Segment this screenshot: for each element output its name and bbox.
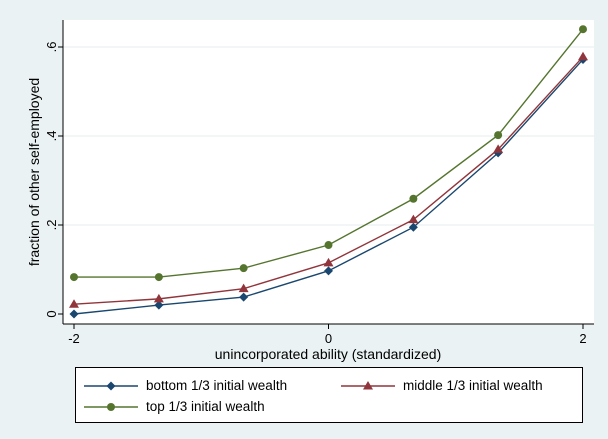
data-point-triangle [238, 283, 249, 293]
legend-label: middle 1/3 initial wealth [403, 378, 543, 393]
data-point-circle [409, 194, 418, 203]
data-point-diamond [106, 381, 116, 390]
data-point-circle [239, 264, 248, 273]
gridlines [63, 46, 594, 226]
data-point-triangle [323, 257, 334, 267]
data-point-circle [494, 131, 503, 140]
data-point-diamond [408, 222, 418, 232]
plot-area [63, 20, 594, 324]
data-point-circle [154, 273, 163, 282]
x-tick-label: 0 [325, 331, 332, 346]
data-point-diamond [154, 300, 164, 310]
legend-swatch [341, 380, 395, 389]
x-axis-label: unincorporated ability (standardized) [215, 346, 441, 362]
data-point-diamond [69, 309, 79, 319]
y-tick-label: .6 [44, 42, 59, 53]
series-3 [70, 25, 587, 282]
data-point-circle [579, 25, 587, 34]
x-tick-label: -2 [68, 331, 80, 346]
y-tick-label: .2 [44, 220, 59, 231]
legend-entry: top 1/3 initial wealth [84, 399, 265, 414]
legend-swatch [84, 402, 138, 411]
axes: 0 .2 .4 .6 -2 0 2 [44, 20, 594, 346]
data-point-circle [324, 241, 333, 250]
legend-label: bottom 1/3 initial wealth [146, 378, 288, 393]
data-point-triangle [363, 380, 373, 389]
data-point-triangle [578, 51, 588, 61]
y-axis-label: fraction of other self-employed [26, 78, 42, 266]
data-point-diamond [324, 266, 333, 276]
data-point-diamond [239, 292, 249, 302]
data-point-triangle [69, 299, 79, 308]
data-point-circle [107, 402, 115, 411]
data-point-triangle [493, 144, 504, 153]
y-tick-label: .4 [44, 131, 59, 142]
y-tick-label: 0 [44, 310, 59, 317]
data-point-triangle [153, 293, 164, 303]
legend-swatch [84, 381, 138, 390]
series-layer [69, 25, 588, 319]
legend-entry: bottom 1/3 initial wealth [84, 378, 287, 393]
series-2 [69, 51, 588, 308]
legend-label: top 1/3 initial wealth [146, 399, 265, 414]
x-tick-label: 2 [579, 331, 586, 346]
legend-entry: middle 1/3 initial wealth [341, 378, 543, 393]
data-point-circle [70, 273, 78, 282]
data-point-triangle [408, 214, 419, 224]
legend: bottom 1/3 initial wealth middle 1/3 init… [75, 367, 583, 423]
